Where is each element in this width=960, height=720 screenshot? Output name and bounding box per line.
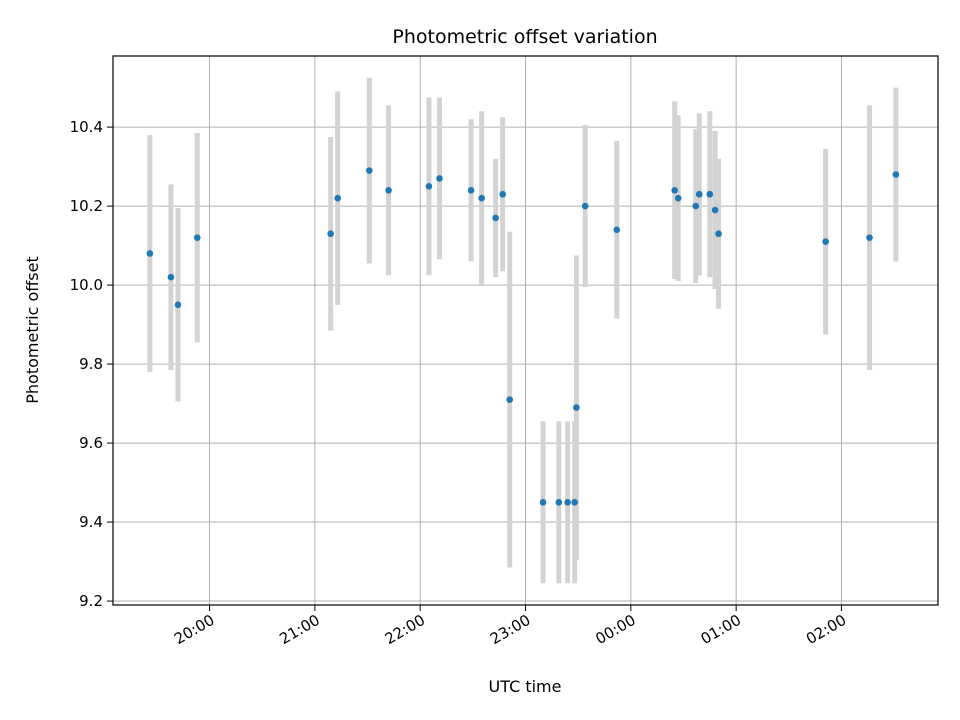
y-axis-ticks: 9.2 9.4 9.6 9.8 10.0 10.2 10.4 [70, 118, 113, 610]
data-points [146, 167, 900, 506]
data-point [492, 214, 499, 222]
x-axis-label: UTC time [489, 677, 562, 696]
data-point [539, 499, 547, 506]
data-point [365, 167, 373, 174]
y-tick-label: 10.2 [70, 197, 103, 215]
data-point [564, 499, 571, 506]
grid-lines [113, 56, 938, 605]
data-point [692, 202, 700, 210]
data-point [671, 186, 679, 194]
data-point [695, 190, 703, 198]
data-point [146, 250, 154, 257]
data-point [167, 273, 175, 281]
y-tick-label: 10.4 [70, 118, 103, 136]
y-tick-label: 10.0 [70, 276, 103, 294]
data-point [866, 234, 873, 241]
data-point [571, 499, 578, 506]
y-tick-label: 9.4 [79, 513, 103, 531]
data-point [674, 194, 682, 202]
data-point [706, 190, 714, 198]
data-point [715, 230, 722, 238]
y-tick-label: 9.2 [79, 592, 103, 610]
data-point [613, 226, 621, 234]
data-point [506, 396, 514, 403]
data-point [478, 194, 485, 202]
data-point [193, 234, 201, 241]
y-axis-label: Photometric offset [23, 256, 42, 404]
data-point [581, 202, 589, 210]
data-point [822, 238, 829, 245]
data-point [573, 404, 580, 411]
y-tick-label: 9.8 [79, 355, 103, 373]
data-point [174, 301, 182, 309]
data-point [425, 183, 433, 190]
data-point [892, 171, 900, 178]
data-point [555, 499, 563, 506]
data-point [436, 175, 443, 182]
chart-title: Photometric offset variation [392, 26, 657, 48]
data-point [467, 186, 475, 194]
y-tick-label: 9.6 [79, 434, 103, 452]
data-point [385, 186, 392, 194]
data-point [334, 194, 341, 202]
data-point [327, 230, 334, 238]
data-point [499, 190, 506, 198]
data-point [711, 206, 719, 214]
